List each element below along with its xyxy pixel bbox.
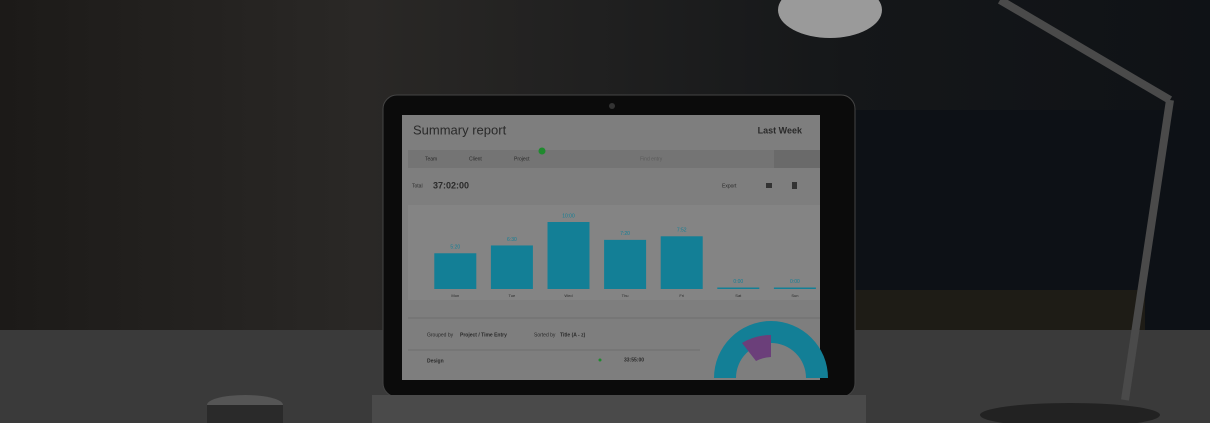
bar-label: 0:00 xyxy=(790,279,800,285)
export[interactable]: Export xyxy=(722,183,737,189)
city-lights xyxy=(845,290,1145,330)
filter[interactable]: Project xyxy=(514,156,530,162)
report-title: Summary report xyxy=(413,122,507,137)
bar-label: 0:00 xyxy=(733,279,743,285)
filter[interactable]: Client xyxy=(469,156,482,162)
bar xyxy=(717,287,760,289)
bar xyxy=(547,222,590,289)
print-icon[interactable] xyxy=(766,183,772,188)
lamp-base xyxy=(980,403,1160,423)
day-label: Mon xyxy=(451,293,459,298)
day-label: Fri xyxy=(679,293,684,298)
bar xyxy=(604,239,647,289)
day-label: Sat xyxy=(735,293,742,298)
day-label: Wed xyxy=(564,293,572,298)
bar-label: 10:00 xyxy=(562,213,575,219)
filter-badge xyxy=(538,147,546,155)
total-label: Total xyxy=(412,183,423,189)
camera xyxy=(609,103,615,109)
donut-segment xyxy=(742,335,771,361)
row-dot xyxy=(598,358,602,362)
bar-chart: 5:20 Mon 6:30 Tue 10:00 Wed 7:20 Thu 7:52 Fri 0:00… xyxy=(434,213,816,298)
bookmark-icon[interactable] xyxy=(792,182,797,189)
lamp-head xyxy=(778,0,882,38)
day-label: Thu xyxy=(622,293,629,298)
lamp-arm xyxy=(1121,99,1174,401)
bar xyxy=(773,287,816,289)
cup xyxy=(207,405,283,423)
row-time: 33:55:00 xyxy=(624,357,644,363)
filter[interactable]: Team xyxy=(425,156,437,162)
bar-label: 5:20 xyxy=(450,245,460,251)
grouped-label: Grouped by xyxy=(427,332,454,338)
day-label: Sun xyxy=(791,293,798,298)
bar-label: 7:52 xyxy=(677,228,687,234)
bar xyxy=(660,236,703,289)
lamp-arm xyxy=(997,0,1173,104)
grouped-value[interactable]: Project / Time Entry xyxy=(460,332,507,338)
filter-bar xyxy=(408,150,774,168)
bar xyxy=(434,253,477,289)
sorted-label: Sorted by xyxy=(534,332,556,338)
bar xyxy=(490,245,533,289)
filter-button xyxy=(774,150,820,168)
bar-label: 7:20 xyxy=(620,231,630,237)
day-label: Tue xyxy=(509,293,517,298)
period: Last Week xyxy=(758,125,803,135)
laptop-base xyxy=(372,395,866,423)
row-name: Design xyxy=(427,358,444,364)
bar-label: 6:30 xyxy=(507,237,517,243)
total: 37:02:00 xyxy=(433,180,469,190)
search[interactable]: Find entry xyxy=(640,156,663,162)
sorted-value[interactable]: Title (A - z) xyxy=(560,332,586,338)
donut-segment xyxy=(714,321,828,378)
